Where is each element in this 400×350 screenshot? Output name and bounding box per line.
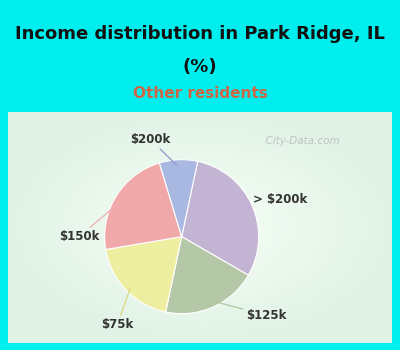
Text: Income distribution in Park Ridge, IL: Income distribution in Park Ridge, IL: [15, 25, 385, 43]
Text: Other residents: Other residents: [133, 86, 267, 101]
Wedge shape: [106, 237, 182, 312]
Text: $200k: $200k: [130, 133, 177, 165]
Text: $150k: $150k: [59, 202, 120, 243]
Wedge shape: [105, 163, 182, 250]
Text: $75k: $75k: [101, 287, 134, 331]
Text: $125k: $125k: [213, 301, 286, 322]
Text: > $200k: > $200k: [248, 193, 307, 208]
Wedge shape: [160, 160, 198, 237]
Wedge shape: [166, 237, 248, 314]
Text: (%): (%): [183, 58, 217, 76]
Text: City-Data.com: City-Data.com: [259, 136, 339, 146]
Wedge shape: [182, 161, 259, 275]
